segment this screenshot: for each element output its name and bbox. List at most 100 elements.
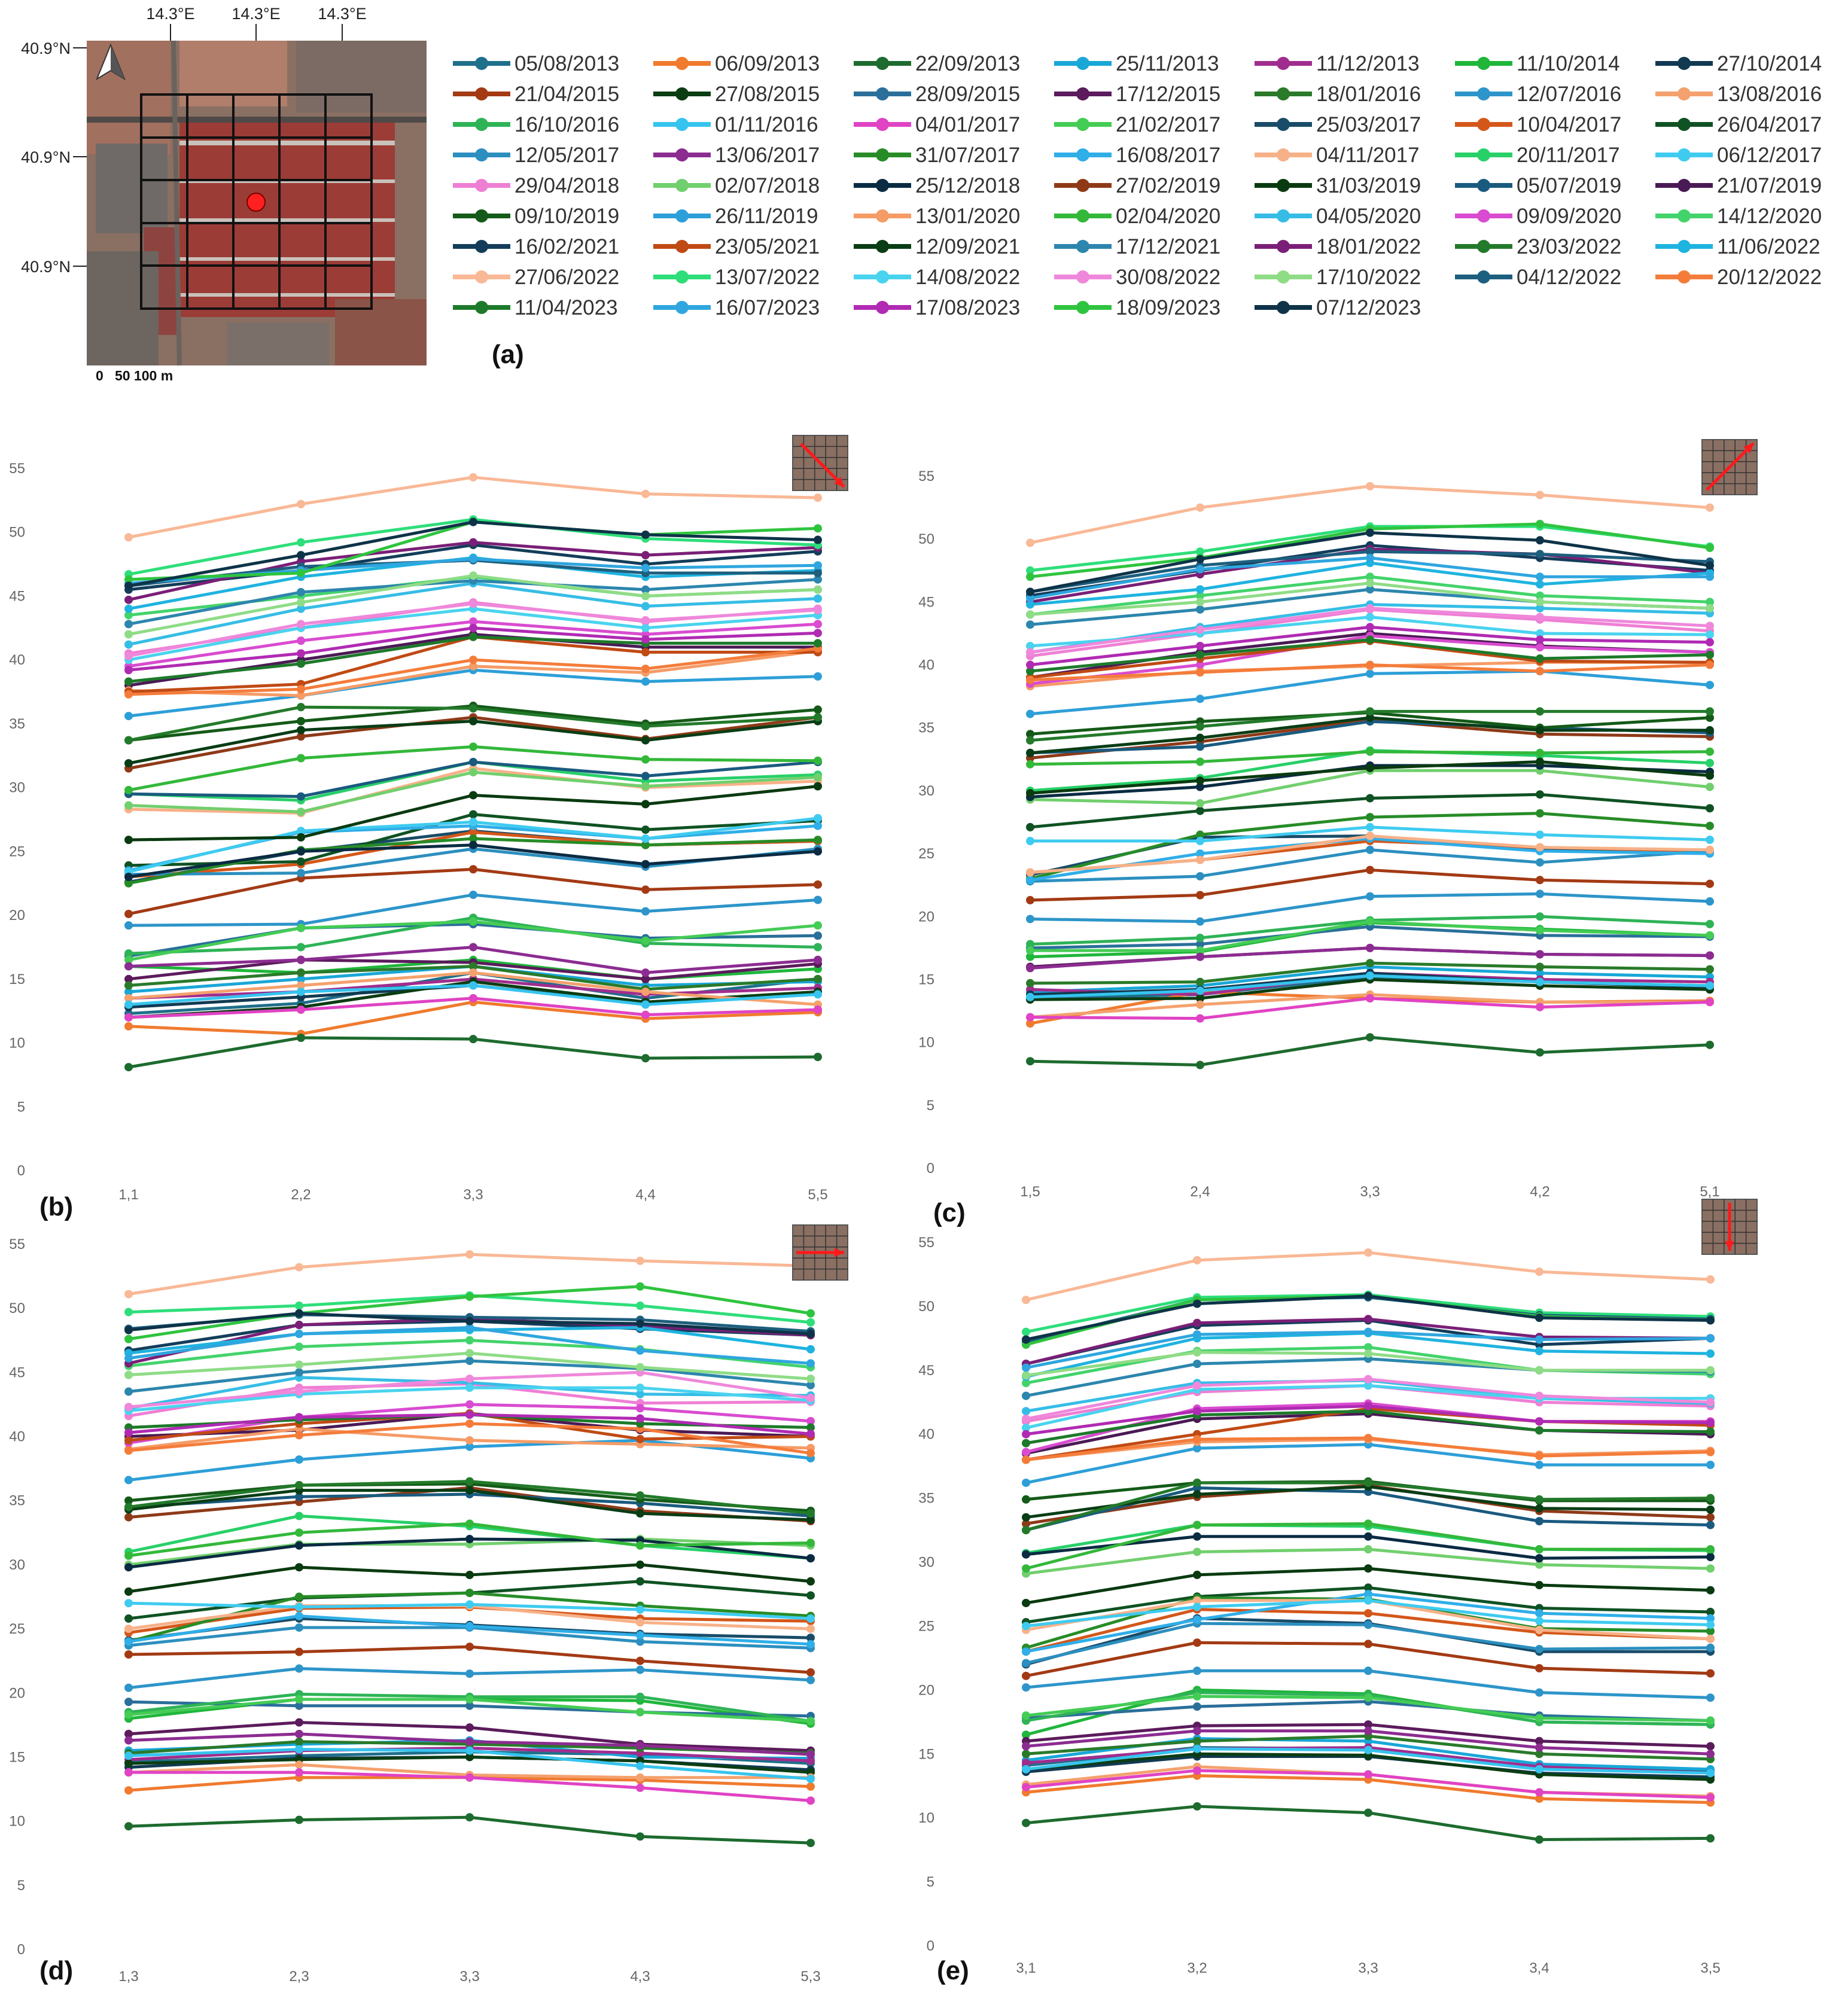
legend-label: 21/07/2019 [1717,174,1822,197]
data-point [1366,713,1374,722]
legend-item: 05/07/2019 [1455,174,1621,197]
target-marker [246,193,266,212]
data-point [1706,630,1714,639]
data-point [1022,1519,1030,1528]
data-point [465,1323,474,1332]
data-point [1366,943,1374,952]
legend-item: 30/08/2022 [1054,266,1220,289]
series [124,1813,815,1848]
legend-label: 31/03/2019 [1316,174,1421,197]
data-point [1706,951,1714,960]
data-point [124,533,133,542]
data-point [1026,895,1034,904]
data-point [1535,1743,1543,1752]
data-point [124,1022,133,1031]
data-point [1706,1275,1715,1284]
y-tick-label: 5 [927,1874,934,1890]
data-point [1366,660,1374,669]
data-point [1026,876,1034,885]
data-point [1706,965,1714,974]
legend-label: 13/08/2016 [1717,83,1822,106]
data-point [1366,866,1374,874]
data-point [124,581,133,590]
data-point [469,704,477,713]
data-point [124,1587,133,1596]
x-tick-label: 3,3 [1360,1184,1380,1200]
data-point [1706,726,1714,735]
data-point [469,791,477,800]
legend-label: 04/05/2020 [1316,205,1421,228]
data-point [465,1317,474,1325]
y-tick-label: 25 [9,1621,25,1637]
legend-label: 13/01/2020 [915,205,1020,228]
series [124,1309,815,1339]
data-point [297,1005,305,1014]
data-point [1026,620,1034,629]
y-tick-label: 40 [918,1427,934,1443]
data-point [1536,1002,1544,1011]
data-point [806,1668,815,1677]
data-point [1196,668,1204,677]
legend-marker [475,118,488,131]
legend-marker [1677,87,1691,100]
data-point [1535,1625,1543,1634]
data-point [1022,1750,1030,1759]
legend-marker [876,240,889,253]
data-point [465,1375,474,1384]
data-point [1196,1061,1204,1069]
data-point [1536,629,1544,638]
legend-marker [876,179,889,192]
data-point [1196,565,1204,574]
x-tick-label: 4,4 [635,1187,655,1203]
data-point [124,1599,133,1608]
data-point [636,1605,644,1614]
legend-item: 23/05/2021 [653,235,820,258]
data-point [1364,1693,1372,1702]
data-point [469,617,477,626]
legend-label: 16/08/2017 [1116,144,1220,167]
data-point [124,1729,133,1738]
data-point [1536,591,1544,600]
data-point [1706,771,1714,780]
data-point [1196,605,1204,614]
legend-marker [1076,270,1089,284]
data-point [1022,1513,1030,1522]
series [1022,1732,1715,1763]
data-point [636,1692,644,1701]
data-point [636,1384,644,1392]
data-point [469,717,477,726]
y-tick-label: 10 [9,1814,25,1830]
data-point [465,1813,474,1822]
data-point [124,1290,133,1299]
data-point [124,1436,133,1445]
data-point [1364,1666,1372,1675]
data-point [1536,598,1544,607]
data-point [295,1492,303,1501]
data-point [641,1010,650,1019]
data-point [806,1309,815,1318]
data-point [297,717,305,726]
data-point [641,936,650,945]
data-point [465,1773,474,1782]
legend-marker [876,270,889,284]
data-point [465,1349,474,1358]
legend-marker [1277,179,1290,192]
data-point [1706,1418,1715,1427]
series [124,994,822,1022]
data-point [1193,1407,1201,1416]
data-point [814,880,822,889]
data-point [297,827,305,836]
data-point [124,962,133,971]
legend-item: 21/02/2017 [1054,113,1220,136]
data-point [1196,547,1204,556]
data-point [1022,1782,1030,1791]
data-point [469,962,477,971]
data-point [1364,1349,1372,1358]
data-point [806,1394,815,1403]
data-point [1022,1327,1030,1336]
data-point [1196,855,1204,864]
data-point [1366,585,1374,594]
data-point [636,1282,644,1291]
chart-e-plot: 0 5 10 15 20 25 30 35 40 45 50 55 3,1 3,2 3,3 3,4 3,5 [918,1199,1758,1976]
legend: 05/08/2013 06/09/2013 22/09/2013 25/11/2013… [453,52,1822,319]
